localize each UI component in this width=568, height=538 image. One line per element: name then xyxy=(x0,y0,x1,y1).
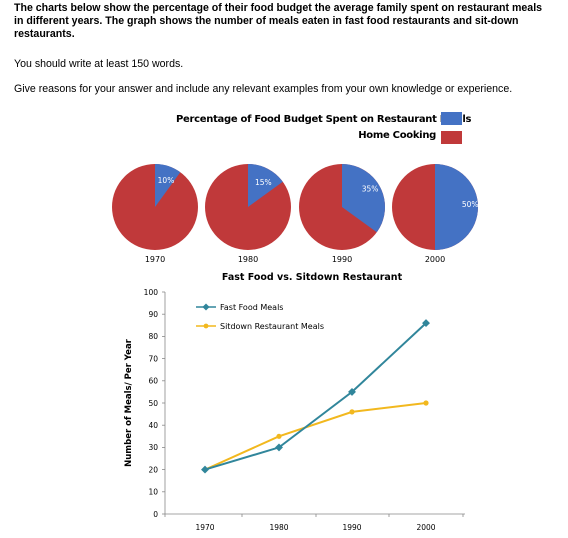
pie-value-label-2000: 50% xyxy=(462,200,479,209)
series-line-fast-food xyxy=(204,322,427,471)
y-tick-label-20: 20 xyxy=(148,465,158,474)
pie-year-label-1990: 1990 xyxy=(332,255,352,264)
x-tick-label-2000: 2000 xyxy=(416,523,435,532)
pie-1980: 15% 1980 xyxy=(205,164,291,264)
legend-marker-sitdown xyxy=(203,323,209,329)
legend-label-home-cooking: Home Cooking xyxy=(358,130,436,141)
line-chart: 0 10 20 30 40 50 60 70 80 90 100 1970 1980 1990 2000 Nu… xyxy=(124,288,465,532)
legend-marker-fast-food xyxy=(202,303,210,311)
pie-charts: 10% 1970 15% 1980 35% 1990 50% 2000 xyxy=(112,164,479,264)
y-tick-label-100: 100 xyxy=(144,288,159,297)
point-fast-food-1990 xyxy=(348,387,356,396)
task-prompt: The charts below show the percentage of … xyxy=(14,2,543,40)
point-fast-food-1980 xyxy=(275,443,283,452)
point-sitdown-1990 xyxy=(349,409,355,415)
series-line-sitdown xyxy=(204,402,427,471)
y-tick-label-0: 0 xyxy=(153,510,158,519)
pie-slice-restaurant-1980 xyxy=(248,164,283,207)
reasons-instruction: Give reasons for your answer and include… xyxy=(14,83,513,95)
pie-value-label-1980: 15% xyxy=(255,178,272,187)
pie-year-label-2000: 2000 xyxy=(425,255,445,264)
x-tick-label-1970: 1970 xyxy=(195,523,214,532)
point-fast-food-1970 xyxy=(201,465,209,474)
pie-value-label-1970: 10% xyxy=(158,176,175,185)
legend-label-fast-food: Fast Food Meals xyxy=(220,303,283,312)
y-tick-label-10: 10 xyxy=(148,488,158,497)
pie-slice-restaurant-1970 xyxy=(155,164,181,207)
x-tick-label-1990: 1990 xyxy=(342,523,361,532)
y-tick-label-80: 80 xyxy=(148,332,158,341)
point-sitdown-1980 xyxy=(276,433,282,439)
y-tick-label-50: 50 xyxy=(148,399,158,408)
word-count-instruction: You should write at least 150 words. xyxy=(14,58,184,70)
pie-chart-title: Percentage of Food Budget Spent on Resta… xyxy=(176,114,472,125)
legend-swatch-restaurant xyxy=(441,112,462,125)
y-tick-label-70: 70 xyxy=(148,354,158,363)
pie-2000: 50% 2000 xyxy=(392,164,479,264)
x-tick-label-1980: 1980 xyxy=(269,523,288,532)
y-tick-label-60: 60 xyxy=(148,377,158,386)
pie-slice-restaurant-1990 xyxy=(342,164,385,233)
legend-swatch-home-cooking xyxy=(441,131,462,144)
pie-1970: 10% 1970 xyxy=(112,164,198,264)
pie-value-label-1990: 35% xyxy=(362,185,379,194)
y-axis-label: Number of Meals/ Per Year xyxy=(124,338,134,467)
point-fast-food-2000 xyxy=(422,319,430,328)
legend-label-sitdown: Sitdown Restaurant Meals xyxy=(220,322,324,331)
pie-year-label-1970: 1970 xyxy=(145,255,165,264)
point-sitdown-2000 xyxy=(423,400,429,406)
pie-1990: 35% 1990 xyxy=(299,164,385,264)
y-tick-label-40: 40 xyxy=(148,421,158,430)
y-tick-label-90: 90 xyxy=(148,310,158,319)
y-tick-label-30: 30 xyxy=(148,443,158,452)
pie-year-label-1980: 1980 xyxy=(238,255,258,264)
line-chart-title: Fast Food vs. Sitdown Restaurant xyxy=(222,272,403,283)
legend-home-cooking: Home Cooking xyxy=(300,130,436,144)
pie-slice-restaurant-2000 xyxy=(435,164,478,250)
